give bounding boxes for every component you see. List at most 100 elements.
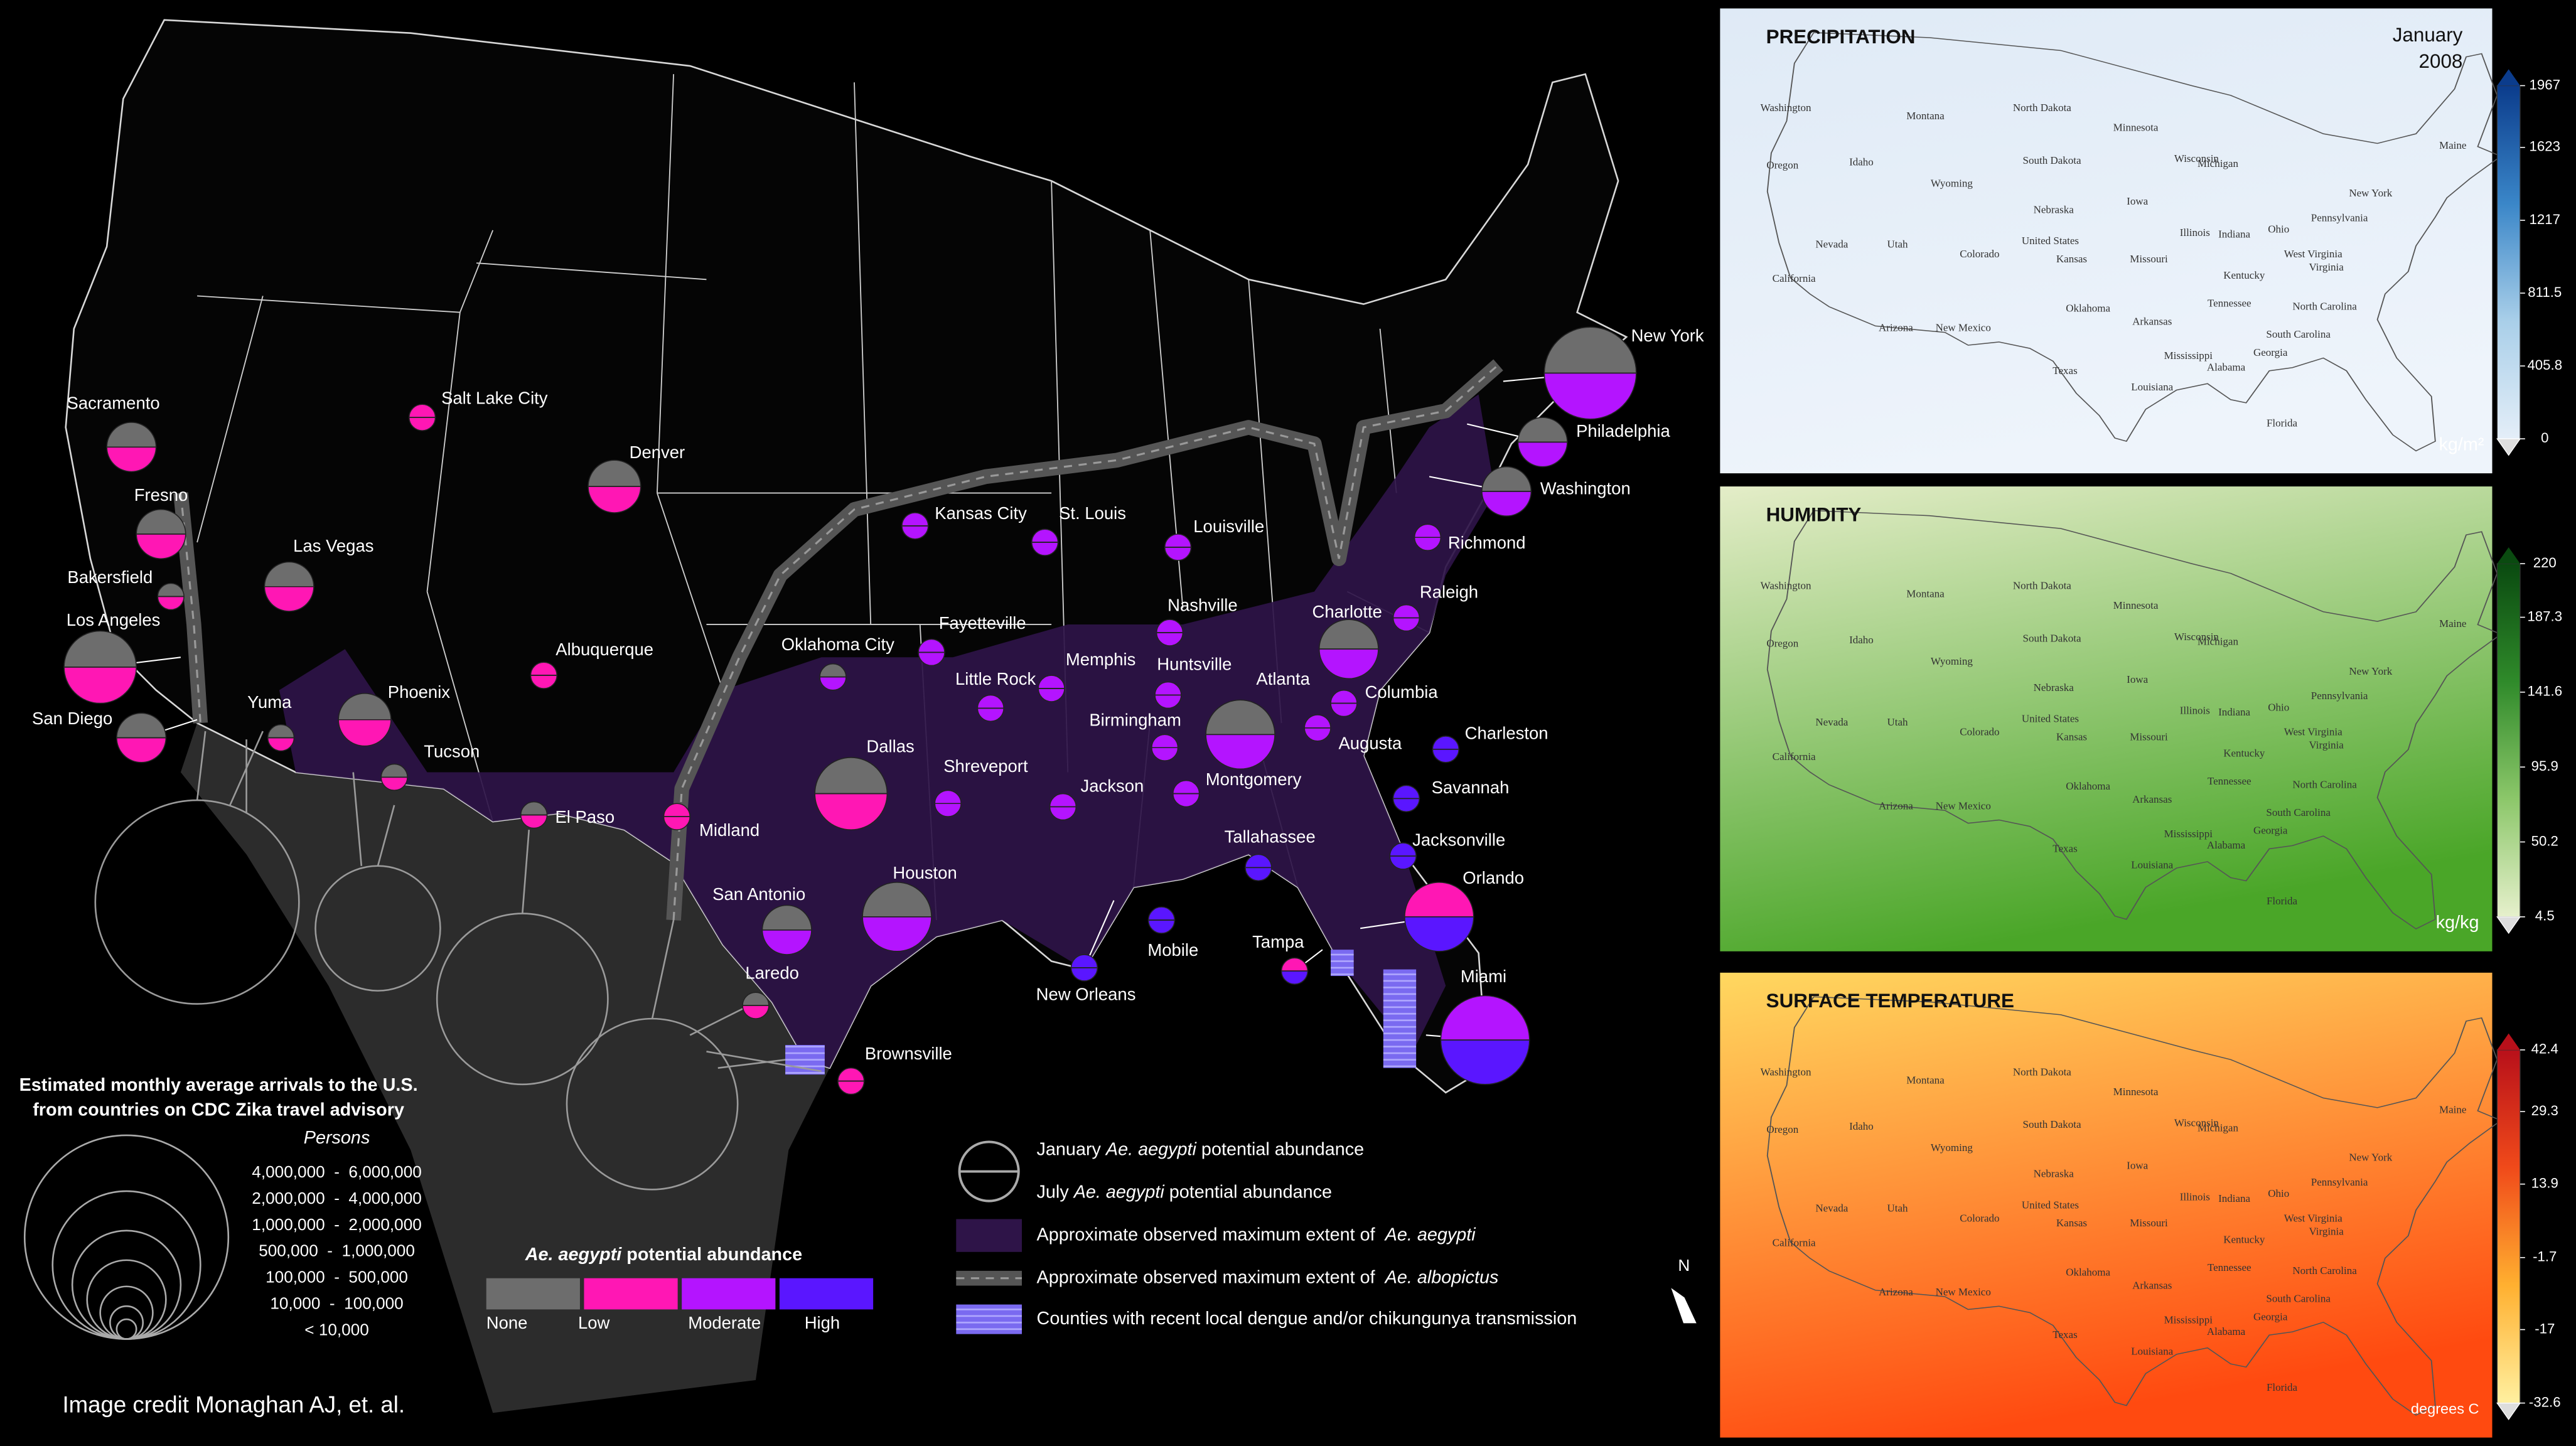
- city-label: Atlanta: [1256, 669, 1310, 688]
- july-abundance: [1172, 793, 1200, 808]
- city-label: Charleston: [1465, 724, 1548, 743]
- colorbar-tick-label: 405.8: [2527, 357, 2562, 373]
- colorbar-tick-label: 811.5: [2528, 284, 2562, 300]
- january-abundance: [1392, 604, 1420, 619]
- mexico: [180, 723, 830, 1413]
- colorbar-arrow: [2496, 916, 2521, 935]
- legends: Estimated monthly average arrivals to th…: [19, 1075, 1697, 1417]
- arrivals-title: from countries on CDC Zika travel adviso…: [33, 1100, 404, 1120]
- july-abundance: [742, 1005, 770, 1019]
- january-abundance: [380, 763, 408, 778]
- state-label: South Carolina: [2266, 328, 2331, 340]
- january-abundance: [934, 790, 962, 805]
- city-label: Dallas: [866, 737, 914, 756]
- state-label: Florida: [2267, 895, 2298, 907]
- july-abundance: [819, 676, 847, 691]
- january-abundance: [1156, 619, 1184, 633]
- colorbar: [2496, 563, 2521, 918]
- state-label: Tennessee: [2208, 1261, 2251, 1273]
- january-abundance: [742, 992, 770, 1006]
- colorbar-tick-label: 95.9: [2531, 758, 2558, 774]
- july-abundance: [380, 776, 408, 791]
- state-label: Montana: [1906, 588, 1945, 600]
- state-label: United States: [2022, 713, 2079, 725]
- july-abundance: [1245, 867, 1272, 882]
- state-label: New Mexico: [1936, 800, 1991, 811]
- state-label: Ohio: [2268, 701, 2289, 713]
- north-label: N: [1678, 1256, 1690, 1275]
- july-abundance: [63, 667, 137, 704]
- state-label: Utah: [1887, 238, 1909, 250]
- state-label: South Dakota: [2023, 632, 2081, 644]
- colorbar-tick-label: 220: [2533, 555, 2557, 570]
- colorbar: [2496, 1049, 2521, 1404]
- colorbar-tick-label: -32.6: [2529, 1394, 2561, 1410]
- state-label: Washington: [1761, 1066, 1811, 1078]
- state-label: Oregon: [1766, 1123, 1798, 1135]
- colorbar-arrow: [2497, 69, 2521, 86]
- city-label: St. Louis: [1059, 503, 1126, 523]
- state-label: Illinois: [2180, 705, 2210, 717]
- january-abundance: [1517, 417, 1568, 443]
- january-abundance: [1481, 466, 1532, 492]
- state-label: Louisiana: [2131, 859, 2173, 871]
- january-abundance: [1172, 779, 1200, 795]
- july-abundance: [862, 916, 932, 952]
- colorbar-tick-label: 50.2: [2531, 833, 2558, 849]
- abundance-title-rest: potential abundance: [621, 1245, 802, 1265]
- july-abundance: [934, 803, 962, 817]
- july-abundance: [761, 929, 812, 955]
- january-abundance: [264, 561, 314, 587]
- arrivals-class: 2,000,000 - 4,000,000: [252, 1189, 422, 1208]
- july-abundance: [1543, 372, 1637, 420]
- arrivals-class: 100,000 - 500,000: [266, 1268, 408, 1287]
- state-label: Louisiana: [2131, 1345, 2173, 1357]
- state-label: Pennsylvania: [2311, 1176, 2368, 1188]
- state-label: Georgia: [2253, 1310, 2288, 1322]
- city-label: Las Vegas: [293, 536, 373, 555]
- state-label: Tennessee: [2208, 297, 2251, 309]
- january-abundance: [1318, 619, 1379, 650]
- state-label: Arkansas: [2132, 793, 2172, 805]
- july-abundance: [1392, 798, 1420, 813]
- january-abundance: [901, 512, 929, 527]
- state-label: Idaho: [1849, 634, 1874, 646]
- key-label-part: July: [1037, 1182, 1074, 1202]
- july-abundance: [1038, 688, 1065, 702]
- city-label: Memphis: [1066, 650, 1135, 669]
- january-abundance: [1049, 793, 1077, 808]
- key-label-part: potential abundance: [1196, 1139, 1364, 1159]
- colorbar-unit: kg/kg: [2436, 913, 2479, 933]
- state-label: Minnesota: [2113, 599, 2159, 611]
- state-label: North Dakota: [2013, 102, 2071, 114]
- image-credit: Image credit Monaghan AJ, et. al.: [62, 1391, 405, 1417]
- county-area: [1331, 950, 1354, 977]
- state-label: Nevada: [1815, 238, 1848, 250]
- colorbar-tick-label: 1217: [2530, 212, 2560, 227]
- abundance-title: Ae. aegypti potential abundance: [525, 1245, 802, 1265]
- state-label: North Dakota: [2013, 1066, 2071, 1078]
- city-label: Huntsville: [1157, 655, 1232, 674]
- state-label: Michigan: [2198, 636, 2239, 648]
- july-abundance: [1517, 441, 1568, 468]
- july-abundance: [520, 814, 548, 829]
- state-label: Wyoming: [1931, 1142, 1973, 1154]
- state-label: Kansas: [2056, 731, 2087, 742]
- colorbar-unit: degrees C: [2411, 1400, 2479, 1417]
- state-label: New York: [2349, 665, 2392, 677]
- july-abundance: [1049, 806, 1077, 821]
- state-label: West Virginia: [2284, 248, 2343, 260]
- state-label: Washington: [1761, 102, 1811, 114]
- state-label: Illinois: [2180, 1191, 2210, 1202]
- state-label: Colorado: [1960, 726, 1999, 738]
- colorbar-arrow: [2496, 1402, 2521, 1420]
- state-label: Indiana: [2218, 228, 2250, 240]
- january-abundance: [1031, 528, 1059, 543]
- state-label: Louisiana: [2131, 381, 2173, 393]
- colorbar-tick-label: 141.6: [2527, 683, 2562, 699]
- state-label: New Mexico: [1936, 1286, 1991, 1298]
- arrivals-class: 4,000,000 - 6,000,000: [252, 1162, 422, 1181]
- city-label: Richmond: [1448, 533, 1526, 552]
- state-label: Oregon: [1766, 637, 1798, 649]
- state-label: Kansas: [2056, 253, 2087, 265]
